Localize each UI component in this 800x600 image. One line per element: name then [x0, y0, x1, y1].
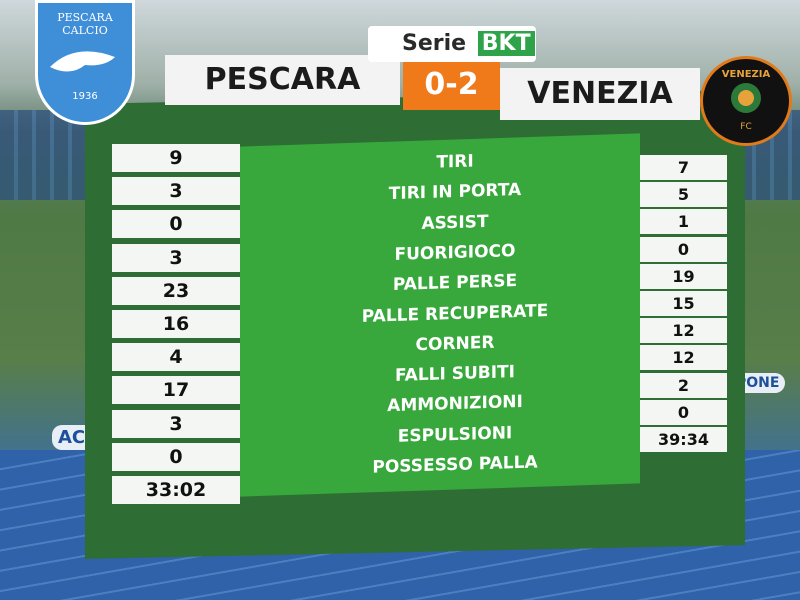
home-value: 4 [112, 343, 240, 372]
league-sponsor: BKT [477, 31, 535, 56]
away-value: 2 [640, 372, 727, 398]
home-value: 0 [112, 210, 240, 239]
home-value: 33:02 [112, 476, 240, 504]
home-crest: PESCARA CALCIO 1936 [35, 0, 135, 125]
score: 0-2 [403, 60, 500, 110]
crest-text: PESCARA CALCIO [57, 11, 113, 37]
dolphin-icon [50, 51, 115, 72]
home-value: 17 [112, 376, 240, 405]
home-value: 9 [112, 144, 240, 172]
home-value: 3 [112, 177, 240, 206]
crest-text: VENEZIA [721, 69, 771, 80]
away-value: 12 [640, 345, 727, 371]
home-value: 3 [112, 243, 240, 272]
home-team: PESCARA [165, 55, 400, 105]
home-value: 16 [112, 310, 240, 338]
away-value: 7 [640, 155, 727, 180]
away-value: 5 [640, 182, 727, 208]
away-value: 1 [640, 209, 727, 235]
home-value: 23 [112, 276, 240, 305]
home-value: 0 [112, 442, 240, 471]
lion-icon [731, 83, 761, 113]
away-value: 39:34 [640, 427, 727, 452]
away-value: 15 [640, 291, 727, 316]
home-value: 3 [112, 409, 240, 438]
league-badge: Serie BKT [368, 26, 536, 62]
away-team: VENEZIA [500, 68, 700, 120]
away-value: 12 [640, 318, 727, 344]
away-value: 0 [640, 399, 727, 425]
away-value: 0 [640, 236, 727, 262]
away-crest: VENEZIA FC [700, 56, 792, 146]
crest-sub: FC [740, 122, 752, 132]
away-value: 19 [640, 263, 727, 289]
league-name: Serie [402, 31, 467, 56]
crest-year: 1936 [72, 91, 98, 102]
